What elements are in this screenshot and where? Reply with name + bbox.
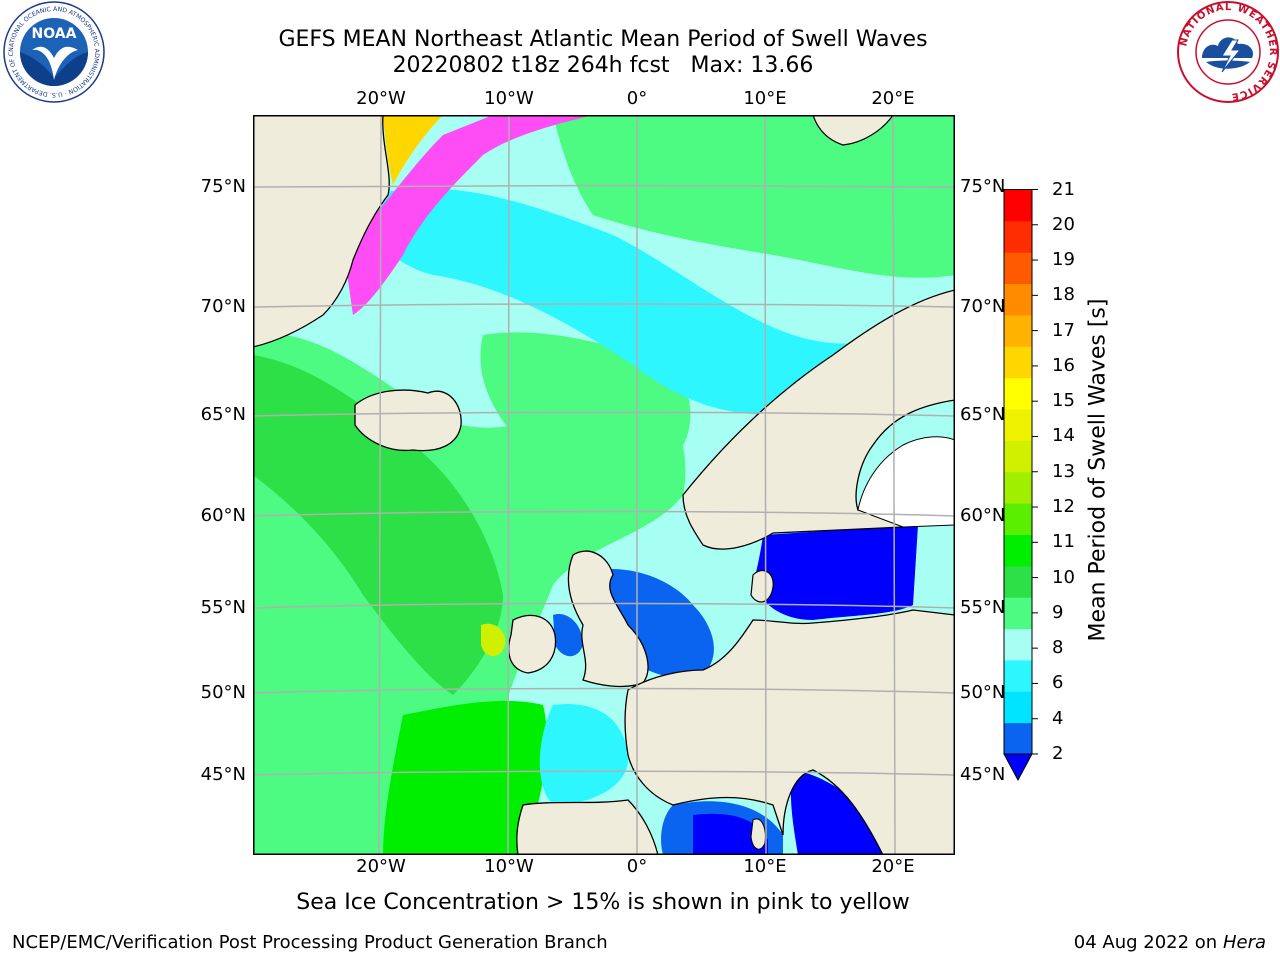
lat-label-right: 60°N xyxy=(960,505,1006,526)
colorbar-tick-label: 10 xyxy=(1052,566,1075,588)
lat-label-left: 65°N xyxy=(200,404,246,425)
map-frame xyxy=(253,115,955,855)
colorbar-segment xyxy=(1004,189,1032,222)
footer-date: 04 Aug 2022 on Hera xyxy=(1074,932,1266,953)
iceland xyxy=(354,389,462,452)
sea-ice-note: Sea Ice Concentration > 15% is shown in … xyxy=(296,890,910,915)
iberia xyxy=(516,799,659,855)
scandinavia xyxy=(682,289,955,550)
colorbar-segment xyxy=(1004,659,1032,692)
graticule xyxy=(253,115,955,855)
lat-label-right: 45°N xyxy=(960,764,1006,785)
ireland xyxy=(508,614,557,674)
colorbar-label: Mean Period of Swell Waves [s] xyxy=(1085,298,1111,642)
mediterranean-inner xyxy=(693,813,768,855)
colorbar-tick-label: 21 xyxy=(1052,178,1075,200)
footer-credit: NCEP/EMC/Verification Post Processing Pr… xyxy=(12,932,608,953)
chart-subtitle: 20220802 t18z 264h fcst Max: 13.66 xyxy=(203,53,1003,79)
swell-green-mid xyxy=(480,332,691,484)
sea-ice-core xyxy=(383,115,443,185)
colorbar-segment xyxy=(1004,346,1032,379)
colorbar-tick-label: 12 xyxy=(1052,496,1075,518)
swell-period-map xyxy=(253,115,955,855)
noaa-logo-icon: NATIONAL OCEANIC AND ATMOSPHERIC ADMINIS… xyxy=(2,0,105,103)
swell-green-north xyxy=(553,115,955,278)
swell-yellow-patch xyxy=(481,623,506,657)
colorbar-tick-label: 20 xyxy=(1052,213,1075,235)
colorbar-tick-label: 14 xyxy=(1052,425,1075,447)
chart-title: GEFS MEAN Northeast Atlantic Mean Period… xyxy=(278,27,928,52)
continental-europe xyxy=(624,609,955,855)
colorbar-extend-under xyxy=(1003,753,1033,782)
lon-label-bottom: 0° xyxy=(626,856,648,877)
footer-date-text: 04 Aug 2022 on xyxy=(1073,932,1218,953)
colorbar-tick-label: 2 xyxy=(1052,743,1064,764)
irish-sea xyxy=(553,614,583,657)
colorbar-tick-label: 9 xyxy=(1052,601,1064,623)
lat-label-left: 60°N xyxy=(200,505,246,526)
lat-label-right: 75°N xyxy=(960,176,1006,197)
colorbar-tick-label: 6 xyxy=(1052,672,1064,694)
lon-label-top: 0° xyxy=(626,88,648,109)
lat-label-right: 65°N xyxy=(960,404,1006,425)
colorbar-segment xyxy=(1004,628,1032,661)
colorbar-segment xyxy=(1004,409,1032,441)
colorbar-segment xyxy=(1004,534,1032,567)
colorbar-tick-label: 8 xyxy=(1052,637,1064,659)
colorbar-segment xyxy=(1004,252,1032,285)
max-value: Max: 13.66 xyxy=(690,53,814,78)
lon-label-top: 10°W xyxy=(484,88,534,109)
lon-label-top: 20°W xyxy=(356,88,406,109)
lon-label-bottom: 10°W xyxy=(484,856,534,877)
forecast-date: 20220802 t18z 264h fcst xyxy=(392,53,670,78)
colorbar-tick-label: 11 xyxy=(1052,531,1075,553)
lon-label-bottom: 20°E xyxy=(871,856,915,877)
colorbar-tick-label: 18 xyxy=(1052,284,1075,306)
lon-label-top: 10°E xyxy=(743,88,787,109)
adriatic-tyrrhenian xyxy=(790,770,883,855)
lat-label-right: 50°N xyxy=(960,682,1006,703)
sea-ice-edge xyxy=(343,115,593,315)
lat-label-left: 45°N xyxy=(200,764,246,785)
colorbar-tick-label: 15 xyxy=(1052,390,1075,412)
nws-logo-icon: NATIONAL WEATHER SERVICE xyxy=(1177,1,1279,103)
footer-machine: Hera xyxy=(1222,932,1266,953)
colorbar-tick-label: 4 xyxy=(1052,707,1064,729)
colorbar-tick-label: 17 xyxy=(1052,319,1075,341)
svalbard xyxy=(812,115,894,146)
lat-label-left: 70°N xyxy=(200,296,246,317)
lat-label-right: 55°N xyxy=(960,597,1006,618)
colorbar-segment xyxy=(1004,220,1032,253)
colorbar-segment xyxy=(1004,722,1032,755)
lat-label-right: 70°N xyxy=(960,296,1006,317)
colorbar-segment xyxy=(1004,503,1032,535)
colorbar-segment xyxy=(1004,691,1032,724)
colorbar-segment xyxy=(1004,377,1032,410)
swell-cyan-band xyxy=(371,188,955,415)
greenland xyxy=(253,115,390,348)
colorbar-segment xyxy=(1004,314,1032,347)
denmark xyxy=(750,570,774,603)
corsica-sardinia xyxy=(750,818,766,850)
lon-label-bottom: 10°E xyxy=(743,856,787,877)
baltic-sea xyxy=(753,525,918,620)
colorbar xyxy=(1003,189,1038,782)
colorbar-tick-label: 16 xyxy=(1052,354,1075,376)
colorbar-tick-label: 19 xyxy=(1052,249,1075,271)
lat-label-left: 75°N xyxy=(200,176,246,197)
colorbar-segment xyxy=(1004,440,1032,473)
lon-label-bottom: 20°W xyxy=(356,856,406,877)
lat-label-left: 55°N xyxy=(200,597,246,618)
lat-label-left: 50°N xyxy=(200,682,246,703)
swell-green-deep xyxy=(253,355,503,695)
bay-of-biscay xyxy=(539,704,629,805)
swell-green-south xyxy=(383,700,547,855)
colorbar-tick-label: 13 xyxy=(1052,460,1075,482)
colorbar-segment xyxy=(1004,471,1032,504)
colorbar-segment xyxy=(1004,283,1032,316)
noaa-text: NOAA xyxy=(32,26,77,42)
lon-label-top: 20°E xyxy=(871,88,915,109)
colorbar-segment xyxy=(1004,565,1032,598)
colorbar-segment xyxy=(1004,597,1032,630)
